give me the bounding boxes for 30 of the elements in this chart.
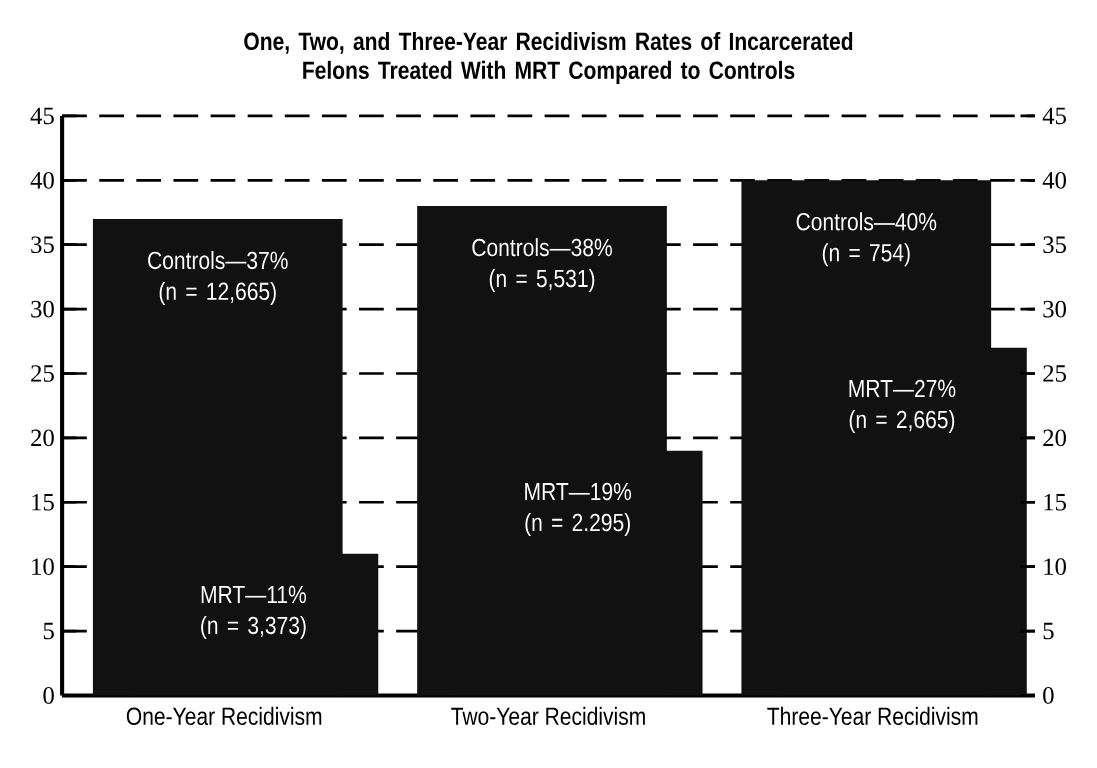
y2-tick-label: 45 (30, 107, 54, 125)
y2-tick-label: 35 (31, 236, 54, 254)
y2-tick-label: 15 (32, 494, 54, 511)
chart-title: One, Two, and Three-Year Recidivism Rates of Incarcerated Felons Treated With MRT Compared to Controls (244, 32, 853, 84)
data-label: Controls—38% (n = 5,531) (472, 238, 612, 293)
y-tick-label: 10 (1044, 558, 1066, 576)
y2-tick-label: 20 (31, 429, 54, 447)
y2-tick-label: 30 (31, 300, 54, 318)
y2-tick-label: 40 (30, 172, 54, 189)
x-tick-label: One-Year Recidivism (126, 706, 322, 726)
y-tick-label: 5 (1043, 622, 1054, 640)
y2-tick-label: 0 (43, 687, 54, 704)
y-tick-label: 25 (1043, 365, 1066, 382)
y2-tick-label: 10 (32, 558, 54, 576)
data-label: Controls—40% (n = 754) (796, 212, 937, 267)
y-tick-label: 35 (1043, 236, 1066, 254)
y2-tick-label: 5 (43, 622, 54, 640)
y-tick-label: 0 (1043, 687, 1054, 704)
y-tick-label: 20 (1043, 429, 1066, 447)
data-label: MRT—27% (n = 2,665) (849, 379, 956, 434)
x-tick-label: Three-Year Recidivism (767, 706, 978, 726)
y2-tick-label: 25 (31, 365, 54, 382)
y-tick-label: 45 (1042, 107, 1066, 125)
y-tick-label: 30 (1043, 300, 1066, 318)
data-label: Controls—37% (n = 12,665) (148, 251, 288, 305)
x-tick-label: Two-Year Recidivism (451, 706, 645, 726)
y-tick-label: 40 (1042, 172, 1066, 189)
data-label: MRT—19% (n = 2.295) (525, 482, 632, 537)
data-label: MRT—11% (n = 3,373) (201, 585, 307, 640)
y-tick-label: 15 (1044, 494, 1066, 511)
